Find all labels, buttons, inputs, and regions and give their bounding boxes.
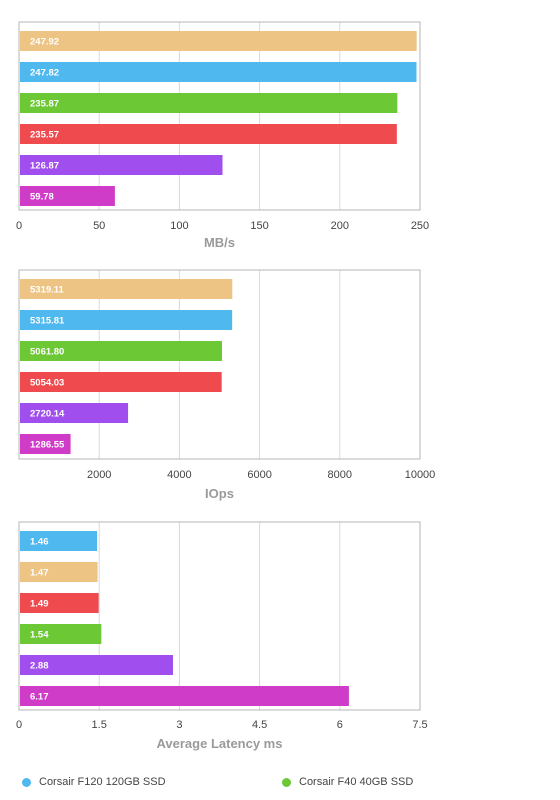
tick-label: 10000 <box>405 469 436 481</box>
bar-value-label: 126.87 <box>30 161 59 172</box>
bar-value-label: 247.92 <box>30 37 59 48</box>
axis-label: IOps <box>205 486 234 501</box>
tick-label: 7.5 <box>412 719 427 731</box>
tick-label: 1.5 <box>92 719 107 731</box>
tick-label: 200 <box>331 220 349 232</box>
tick-label: 2000 <box>87 469 111 481</box>
bar <box>20 655 173 675</box>
bar-value-label: 235.57 <box>30 130 59 141</box>
bar <box>20 593 99 613</box>
tick-label: 6 <box>337 719 343 731</box>
bar <box>20 686 349 706</box>
tick-label: 8000 <box>328 469 352 481</box>
legend-label: Corsair F40 40GB SSD <box>299 776 414 788</box>
tick-label: 150 <box>250 220 268 232</box>
bar-value-label: 5054.03 <box>30 378 64 389</box>
legend-item-1: Corsair F120 120GB SSD <box>22 776 166 788</box>
bar <box>20 372 222 392</box>
chart-1: 247.92 247.82 235.87 235.57 126.87 59.78 0 50 10… <box>16 21 429 250</box>
tick-label: 0 <box>16 719 22 731</box>
legend-label: Corsair F120 120GB SSD <box>39 776 166 788</box>
bar <box>20 186 115 206</box>
bar-value-label: 1286.55 <box>30 440 65 451</box>
bar <box>20 124 397 144</box>
bar <box>20 434 71 454</box>
bar <box>20 93 398 113</box>
tick-label: 3 <box>176 719 182 731</box>
bar <box>20 62 417 82</box>
bar <box>20 155 223 175</box>
bar-value-label: 5315.81 <box>30 316 65 327</box>
bar-value-label: 5319.11 <box>30 285 65 296</box>
bar-value-label: 235.87 <box>30 99 59 110</box>
plot-frame <box>18 521 421 711</box>
legend-dot-icon <box>282 777 291 787</box>
tick-label: 6000 <box>247 469 271 481</box>
bar <box>20 341 222 361</box>
legend-item-2: Corsair F40 40GB SSD <box>282 776 413 788</box>
chart-3: 1.46 1.47 1.49 1.54 2.88 6.17 0 1.5 3 4.5 6 7.5 Aver… <box>16 521 428 751</box>
bar-value-label: 1.46 <box>30 537 49 548</box>
bar-value-label: 2720.14 <box>30 409 65 420</box>
tick-label: 4.5 <box>252 719 267 731</box>
bar-value-label: 1.49 <box>30 599 49 610</box>
tick-label: 250 <box>411 220 429 232</box>
plot-frame <box>18 21 421 211</box>
bar <box>20 624 102 644</box>
bar-value-label: 1.54 <box>30 630 49 641</box>
axis-label: Average Latency ms <box>157 736 283 751</box>
bar-value-label: 6.17 <box>30 692 49 703</box>
bar <box>20 403 129 423</box>
bar <box>20 562 98 582</box>
bar-value-label: 1.47 <box>30 568 49 579</box>
tick-label: 50 <box>93 220 105 232</box>
chart-2: 5319.11 5315.81 5061.80 5054.03 2720.14 1286.… <box>18 269 436 501</box>
plot-frame <box>18 269 421 460</box>
bar-value-label: 247.82 <box>30 68 59 79</box>
bar-value-label: 59.78 <box>30 192 54 203</box>
axis-label: MB/s <box>204 235 235 250</box>
bar <box>20 279 233 299</box>
tick-label: 4000 <box>167 469 191 481</box>
legend-dot-icon <box>22 777 31 787</box>
bar <box>20 310 233 330</box>
bar-value-label: 5061.80 <box>30 347 64 358</box>
tick-label: 100 <box>170 220 188 232</box>
tick-label: 0 <box>16 220 22 232</box>
bar-value-label: 2.88 <box>30 661 49 672</box>
bar <box>20 31 417 51</box>
bar <box>20 531 98 551</box>
